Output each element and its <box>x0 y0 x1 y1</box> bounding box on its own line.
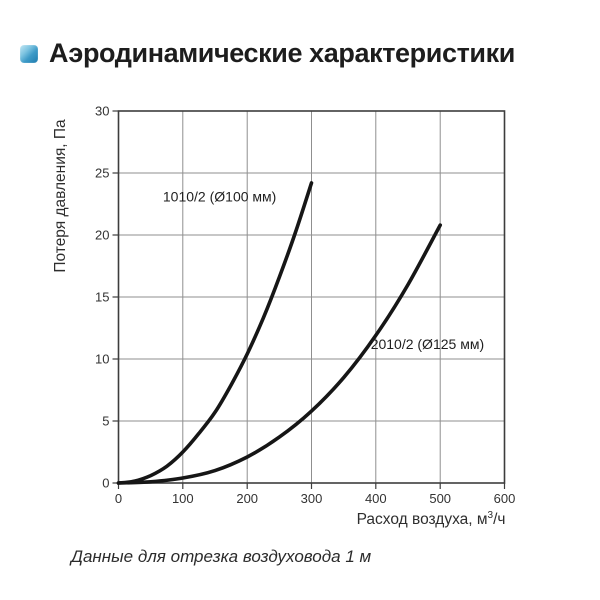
series-curve-1 <box>116 223 442 485</box>
y-tick-label: 10 <box>95 352 109 367</box>
y-tick-label: 30 <box>95 104 109 119</box>
chart-caption: Данные для отрезка воздуховода 1 м <box>71 547 372 566</box>
y-axis-title: Потеря давления, Па <box>52 119 69 273</box>
y-tick-label: 25 <box>95 166 109 181</box>
page-title: Аэродинамические характеристики <box>49 38 515 68</box>
x-tick-label: 300 <box>301 491 323 506</box>
y-tick-label: 5 <box>102 414 109 429</box>
x-tick-label: 600 <box>494 491 516 506</box>
x-axis-title: Расход воздуха, м3/ч <box>357 510 506 528</box>
y-tick-label: 20 <box>95 228 109 243</box>
x-tick-label: 400 <box>365 491 387 506</box>
aerodynamic-chart: 0 100 200 300 400 500 600 0 5 10 15 20 25 30 Расход во… <box>52 104 516 529</box>
x-tick-label: 0 <box>115 491 122 506</box>
y-tick-label: 0 <box>102 476 109 491</box>
title-bullet-icon <box>20 45 38 63</box>
series-label-0: 1010/2 (Ø100 мм) <box>163 189 276 205</box>
x-tick-label: 200 <box>236 491 258 506</box>
series-label-1: 2010/2 (Ø125 мм) <box>371 336 484 352</box>
x-tick-label: 100 <box>172 491 194 506</box>
x-tick-label: 500 <box>429 491 451 506</box>
y-tick-label: 15 <box>95 290 109 305</box>
series-curve-0 <box>116 181 314 485</box>
